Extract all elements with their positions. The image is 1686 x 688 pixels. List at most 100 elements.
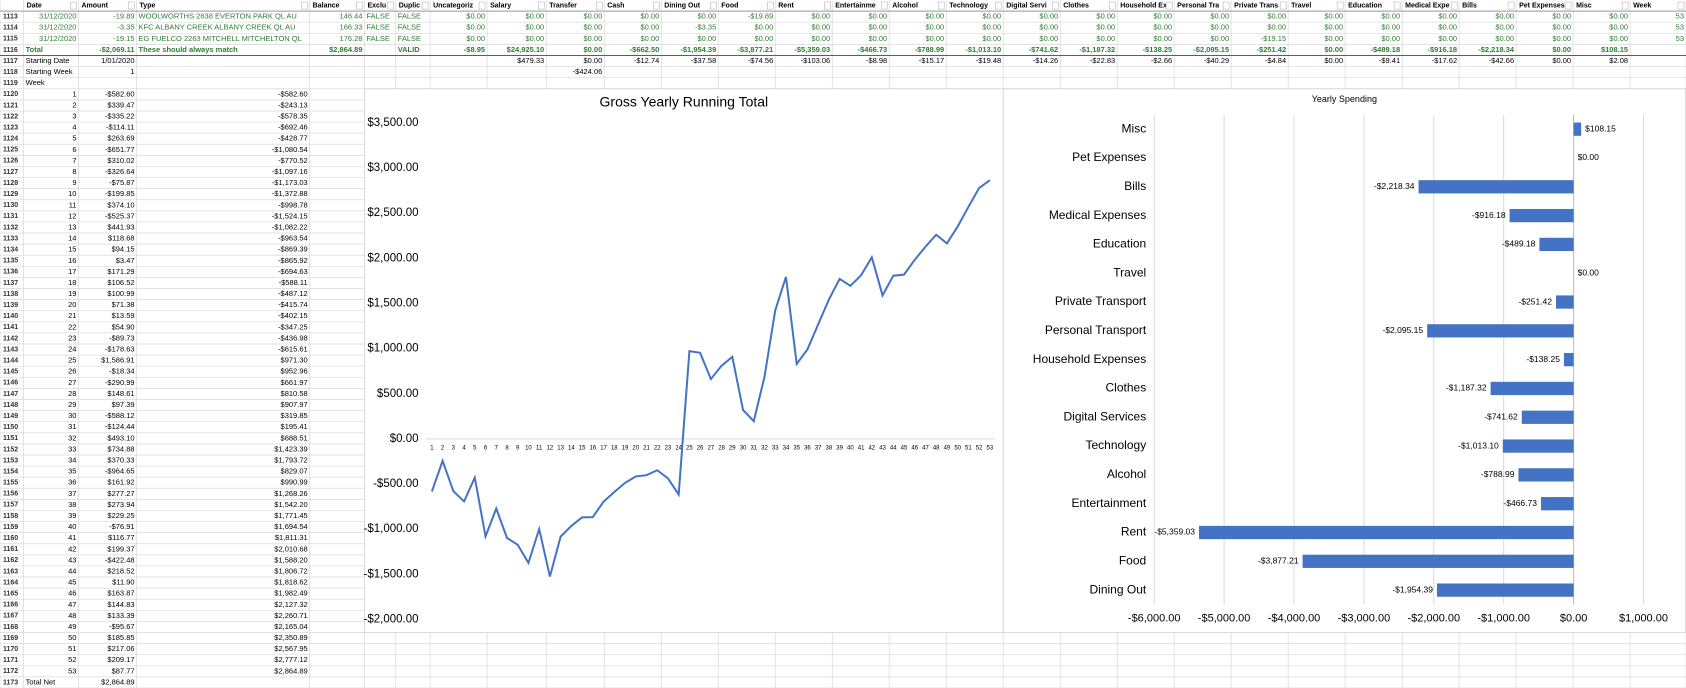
cell[interactable]: 1/01/2020 [101, 56, 134, 65]
cell[interactable]: -$422.48 [105, 555, 135, 564]
cell[interactable]: $106.52 [107, 278, 134, 287]
cell[interactable]: -$5,359.03 [794, 45, 830, 54]
cell[interactable]: $1,542.20 [274, 500, 307, 509]
cell[interactable]: $0.00 [1495, 34, 1514, 43]
cell[interactable]: 7 [72, 156, 76, 165]
column-header[interactable]: Type [140, 2, 156, 9]
cell[interactable]: $0.00 [1609, 12, 1628, 21]
cell[interactable]: -$9.41 [1379, 56, 1400, 65]
column-header[interactable]: Entertainme [835, 2, 876, 9]
cell[interactable]: -$76.91 [109, 522, 134, 531]
cell[interactable]: $0.00 [584, 34, 603, 43]
cell[interactable]: $0.00 [1381, 34, 1400, 43]
cell[interactable]: -$588.12 [105, 411, 135, 420]
cell[interactable]: 9 [72, 178, 76, 187]
cell[interactable]: 21 [68, 311, 76, 320]
cell[interactable]: 38 [68, 500, 76, 509]
cell[interactable]: -$578.35 [278, 112, 308, 121]
cell[interactable]: -$1,013.10 [965, 45, 1001, 54]
cell[interactable]: $148.61 [107, 389, 134, 398]
cell[interactable]: 30 [68, 411, 76, 420]
column-header[interactable]: Household Ex [1120, 2, 1167, 9]
cell[interactable]: 13 [68, 222, 76, 231]
cell[interactable]: $217.06 [107, 644, 134, 653]
column-header[interactable]: Balance [313, 2, 340, 9]
cell[interactable]: VALID [398, 45, 421, 54]
cell[interactable]: $810.58 [281, 389, 308, 398]
cell[interactable]: -$89.73 [109, 333, 134, 342]
cell[interactable]: $0.00 [1495, 23, 1514, 32]
cell[interactable]: -3.35 [117, 23, 134, 32]
filter-button[interactable] [994, 1, 1002, 10]
cell[interactable]: 50 [68, 633, 76, 642]
cell[interactable]: 48 [68, 611, 76, 620]
cell[interactable]: $0.00 [811, 34, 830, 43]
filter-button[interactable] [823, 1, 831, 10]
cell[interactable]: $952.96 [281, 367, 308, 376]
cell[interactable]: $1,586.91 [101, 356, 134, 365]
cell[interactable]: $0.00 [925, 23, 944, 32]
cell[interactable]: 20 [68, 300, 76, 309]
cell[interactable]: 49 [68, 622, 76, 631]
cell[interactable]: -$525.37 [105, 211, 135, 220]
column-header[interactable]: Transfer [549, 2, 577, 9]
cell[interactable]: $0.00 [811, 12, 830, 21]
cell[interactable]: -$17.62 [1432, 56, 1457, 65]
cell[interactable]: 15 [68, 245, 76, 254]
cell[interactable]: $0.00 [1324, 56, 1343, 65]
filter-button[interactable] [1165, 1, 1173, 10]
cell[interactable]: 34 [68, 456, 76, 465]
filter-button[interactable] [710, 1, 717, 10]
cell[interactable]: $339.47 [107, 100, 134, 109]
filter-button[interactable] [1450, 1, 1458, 10]
filter-button[interactable] [70, 1, 77, 10]
cell[interactable]: $0.00 [1096, 23, 1115, 32]
cell[interactable]: $0.00 [1552, 23, 1571, 32]
filter-button[interactable] [1677, 1, 1685, 10]
cell[interactable]: $0.00 [868, 34, 887, 43]
cell[interactable]: Starting Date [26, 56, 70, 65]
cell[interactable]: $209.17 [107, 655, 134, 664]
cell[interactable]: $0.00 [1039, 34, 1058, 43]
cell[interactable]: -$124.44 [105, 422, 135, 431]
cell[interactable]: FALSE [398, 12, 421, 21]
filter-button[interactable] [387, 1, 394, 10]
cell[interactable]: 16 [68, 256, 76, 265]
cell[interactable]: $0.00 [1039, 12, 1058, 21]
cell[interactable]: $229.25 [107, 511, 134, 520]
cell[interactable]: -$964.65 [105, 467, 135, 476]
cell[interactable]: -$335.22 [105, 112, 135, 121]
filter-button[interactable] [128, 1, 135, 10]
column-header[interactable]: Cash [607, 2, 624, 9]
chart-area[interactable] [364, 88, 1004, 634]
cell[interactable]: 8 [72, 167, 76, 176]
cell[interactable]: 12 [68, 211, 76, 220]
filter-button[interactable] [937, 1, 945, 10]
cell[interactable]: $319.85 [281, 411, 308, 420]
cell[interactable]: -$42.66 [1489, 56, 1514, 65]
cell[interactable]: 37 [68, 489, 76, 498]
cell[interactable]: -$1,097.16 [272, 167, 308, 176]
cell[interactable]: $0.00 [641, 23, 660, 32]
cell[interactable]: -$3,877.21 [737, 45, 773, 54]
cell[interactable]: $2,260.71 [274, 611, 307, 620]
cell[interactable]: -$326.64 [105, 167, 135, 176]
filter-button[interactable] [421, 1, 429, 10]
cell[interactable]: $2,567.95 [274, 644, 307, 653]
cell[interactable]: $829.07 [281, 467, 308, 476]
cell[interactable]: -19.89 [113, 12, 134, 21]
cell[interactable]: $688.51 [281, 433, 308, 442]
cell[interactable]: $54.90 [112, 322, 135, 331]
cell[interactable]: $199.37 [107, 544, 134, 553]
cell[interactable]: $2.08 [1609, 56, 1628, 65]
column-header[interactable]: Food [721, 2, 738, 9]
filter-button[interactable] [1051, 1, 1059, 10]
cell[interactable]: -$489.18 [1371, 45, 1401, 54]
cell[interactable]: $1,793.72 [274, 456, 307, 465]
cell[interactable]: $2,864.89 [329, 45, 362, 54]
cell[interactable]: 53 [1676, 23, 1684, 32]
cell[interactable]: $1,771.45 [274, 511, 307, 520]
cell[interactable]: $100.99 [107, 289, 134, 298]
cell[interactable]: $2,864.89 [274, 666, 307, 675]
cell[interactable]: -$75.87 [109, 178, 134, 187]
